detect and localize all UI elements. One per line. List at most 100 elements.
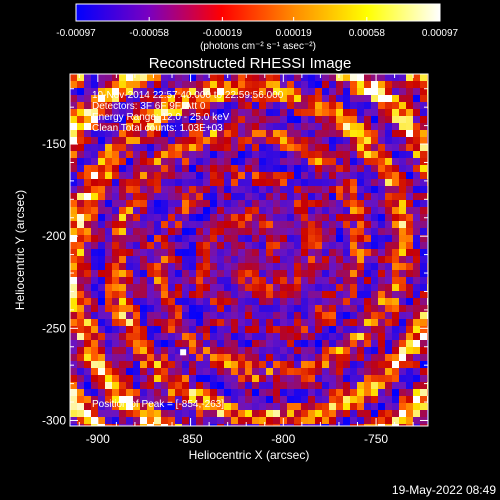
heatmap-cell [126,151,133,158]
heatmap-cell [315,88,322,95]
heatmap-cell [238,109,245,116]
heatmap-cell [287,312,294,319]
heatmap-cell [392,123,399,130]
heatmap-cell [273,109,280,116]
heatmap-cell [70,291,77,298]
heatmap-cell [308,172,315,179]
heatmap-cell [245,347,252,354]
heatmap-cell [210,284,217,291]
heatmap-cell [273,319,280,326]
heatmap-cell [308,151,315,158]
heatmap-cell [385,193,392,200]
heatmap-cell [252,368,259,375]
heatmap-cell [378,403,385,410]
heatmap-cell [119,88,126,95]
heatmap-cell [266,109,273,116]
heatmap-cell [259,319,266,326]
heatmap-cell [154,193,161,200]
heatmap-cell [210,389,217,396]
heatmap-cell [231,88,238,95]
heatmap-cell [112,298,119,305]
heatmap-cell [322,340,329,347]
heatmap-cell [280,312,287,319]
heatmap-cell [378,256,385,263]
heatmap-cell [70,375,77,382]
heatmap-cell [175,186,182,193]
heatmap-cell [112,81,119,88]
heatmap-cell [182,242,189,249]
heatmap-cell [168,74,175,81]
heatmap-cell [406,263,413,270]
heatmap-cell [105,305,112,312]
heatmap-cell [329,165,336,172]
heatmap-cell [175,389,182,396]
heatmap-cell [343,186,350,193]
heatmap-cell [364,186,371,193]
heatmap-cell [147,354,154,361]
heatmap-cell [308,403,315,410]
heatmap-cell [175,165,182,172]
heatmap-cell [357,375,364,382]
heatmap-cell [301,368,308,375]
heatmap-cell [364,403,371,410]
heatmap-cell [308,389,315,396]
peak-marker [180,349,187,356]
heatmap-cell [343,270,350,277]
heatmap-cell [84,284,91,291]
heatmap-cell [119,158,126,165]
heatmap-cell [91,298,98,305]
heatmap-cell [147,340,154,347]
heatmap-cell [231,123,238,130]
heatmap-cell [105,95,112,102]
heatmap-cell [329,242,336,249]
heatmap-cell [231,291,238,298]
heatmap-cell [364,382,371,389]
heatmap-cell [196,298,203,305]
heatmap-cell [140,221,147,228]
heatmap-cell [98,214,105,221]
heatmap-cell [84,354,91,361]
heatmap-cell [413,130,420,137]
heatmap-cell [196,291,203,298]
heatmap-cell [133,249,140,256]
heatmap-cell [371,389,378,396]
heatmap-cell [336,403,343,410]
heatmap-cell [420,81,427,88]
heatmap-cell [231,95,238,102]
heatmap-cell [371,333,378,340]
heatmap-cell [259,193,266,200]
heatmap-cell [315,417,322,424]
heatmap-cell [126,158,133,165]
heatmap-cell [336,291,343,298]
heatmap-cell [385,172,392,179]
heatmap-cell [126,368,133,375]
heatmap-cell [287,284,294,291]
heatmap-cell [364,144,371,151]
heatmap-cell [245,291,252,298]
heatmap-cell [70,144,77,151]
heatmap-cell [70,81,77,88]
heatmap-cell [147,403,154,410]
heatmap-cell [420,256,427,263]
heatmap-cell [273,382,280,389]
heatmap-cell [175,249,182,256]
heatmap-cell [294,389,301,396]
heatmap-cell [119,172,126,179]
heatmap-cell [224,368,231,375]
heatmap-cell [420,263,427,270]
heatmap-cell [259,263,266,270]
heatmap-cell [168,116,175,123]
heatmap-cell [252,375,259,382]
heatmap-cell [182,361,189,368]
heatmap-cell [224,221,231,228]
heatmap-cell [294,123,301,130]
heatmap-cell [420,186,427,193]
heatmap-cell [357,305,364,312]
heatmap-cell [112,403,119,410]
heatmap-cell [70,193,77,200]
heatmap-cell [203,326,210,333]
heatmap-cell [259,396,266,403]
heatmap-cell [210,74,217,81]
heatmap-cell [329,403,336,410]
